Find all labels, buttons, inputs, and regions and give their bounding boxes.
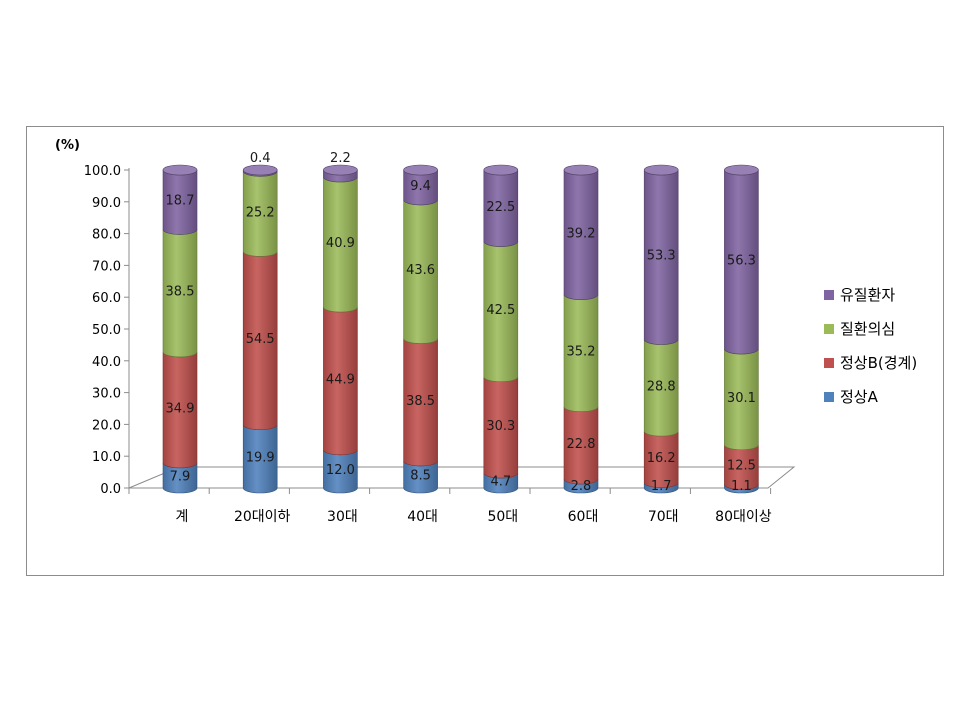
data-label: 18.7 xyxy=(166,194,195,209)
y-unit-label: (%) xyxy=(55,138,80,153)
legend-swatch xyxy=(824,392,834,402)
x-tick-label: 20대이하 xyxy=(234,509,291,525)
x-tick-label: 30대 xyxy=(327,509,358,525)
data-label: 56.3 xyxy=(727,254,756,269)
bar-stack xyxy=(563,164,599,494)
stacked-bar-chart: 0.0 10.0 20.0 30.0 40.0 50.0 60.0 70.0 80.0 90.0 1… xyxy=(55,138,917,525)
y-tick-label: 70.0 xyxy=(92,259,121,274)
y-tick-label: 60.0 xyxy=(92,291,121,306)
bar-stack xyxy=(483,164,519,494)
legend-label: 질환의심 xyxy=(840,320,895,338)
data-label: 0.4 xyxy=(250,151,271,166)
legend-swatch xyxy=(824,290,834,300)
legend-label: 정상A xyxy=(840,388,879,406)
y-tick-label: 40.0 xyxy=(92,355,121,370)
data-label: 42.5 xyxy=(486,303,515,318)
data-label: 22.5 xyxy=(486,200,515,215)
y-tick-label: 90.0 xyxy=(92,196,121,211)
data-label: 39.2 xyxy=(567,226,596,241)
chart-frame: 0.0 10.0 20.0 30.0 40.0 50.0 60.0 70.0 80.0 90.0 1… xyxy=(26,126,944,576)
bar-stack xyxy=(242,164,278,494)
data-label: 2.8 xyxy=(571,479,592,494)
bar-stack xyxy=(724,164,759,494)
data-label: 30.3 xyxy=(486,419,515,434)
bar-top-cap xyxy=(643,164,679,176)
bar-stack xyxy=(643,164,679,494)
data-label: 1.7 xyxy=(651,479,672,494)
bar-top-cap xyxy=(483,164,519,176)
bar-stack xyxy=(323,164,358,494)
x-tick-label: 계 xyxy=(176,509,189,525)
data-label: 53.3 xyxy=(647,249,676,264)
bar-stack xyxy=(403,164,438,494)
bar-top-cap xyxy=(242,164,278,176)
y-tick-label: 100.0 xyxy=(84,164,121,179)
data-label: 2.2 xyxy=(330,151,351,166)
bar-top-cap xyxy=(323,164,358,176)
y-tick-label: 50.0 xyxy=(92,323,121,338)
data-label: 38.5 xyxy=(166,285,195,300)
y-tick-label: 10.0 xyxy=(92,450,121,465)
y-tick-label: 30.0 xyxy=(92,387,121,402)
bar-stack xyxy=(162,164,198,494)
bar-top-cap xyxy=(724,164,759,176)
data-label: 7.9 xyxy=(170,469,191,484)
bar-top-cap xyxy=(162,164,198,176)
x-tick-label: 70대 xyxy=(648,509,679,525)
data-label: 9.4 xyxy=(410,179,431,194)
legend-swatch xyxy=(824,324,834,334)
data-label: 16.2 xyxy=(647,451,676,466)
bar-top-cap xyxy=(563,164,599,176)
x-tick-label: 80대이상 xyxy=(715,509,772,525)
x-tick-label: 60대 xyxy=(568,509,599,525)
data-label: 38.5 xyxy=(406,394,435,409)
data-label: 28.8 xyxy=(647,379,676,394)
data-label: 1.1 xyxy=(731,479,752,494)
data-label: 8.5 xyxy=(410,468,431,483)
data-label: 25.2 xyxy=(246,205,275,220)
data-label: 40.9 xyxy=(326,236,355,251)
chart-floor xyxy=(128,466,796,489)
y-tick-label: 0.0 xyxy=(100,482,121,497)
y-tick-label: 20.0 xyxy=(92,418,121,433)
legend-label: 정상B(경계) xyxy=(840,354,917,372)
data-label: 12.0 xyxy=(326,463,355,478)
data-label: 19.9 xyxy=(246,450,275,465)
data-label: 30.1 xyxy=(727,391,756,406)
data-label: 12.5 xyxy=(727,459,756,474)
data-label: 4.7 xyxy=(490,475,511,490)
data-label: 35.2 xyxy=(567,345,596,360)
data-label: 44.9 xyxy=(326,372,355,387)
x-tick-label: 40대 xyxy=(407,509,438,525)
y-tick-label: 80.0 xyxy=(92,228,121,243)
legend-label: 유질환자 xyxy=(840,286,895,304)
data-label: 43.6 xyxy=(406,263,435,278)
data-label: 22.8 xyxy=(567,437,596,452)
legend-swatch xyxy=(824,358,834,368)
data-label: 34.9 xyxy=(166,401,195,416)
data-label: 54.5 xyxy=(246,332,275,347)
bar-top-cap xyxy=(403,164,438,176)
x-tick-label: 50대 xyxy=(487,509,518,525)
